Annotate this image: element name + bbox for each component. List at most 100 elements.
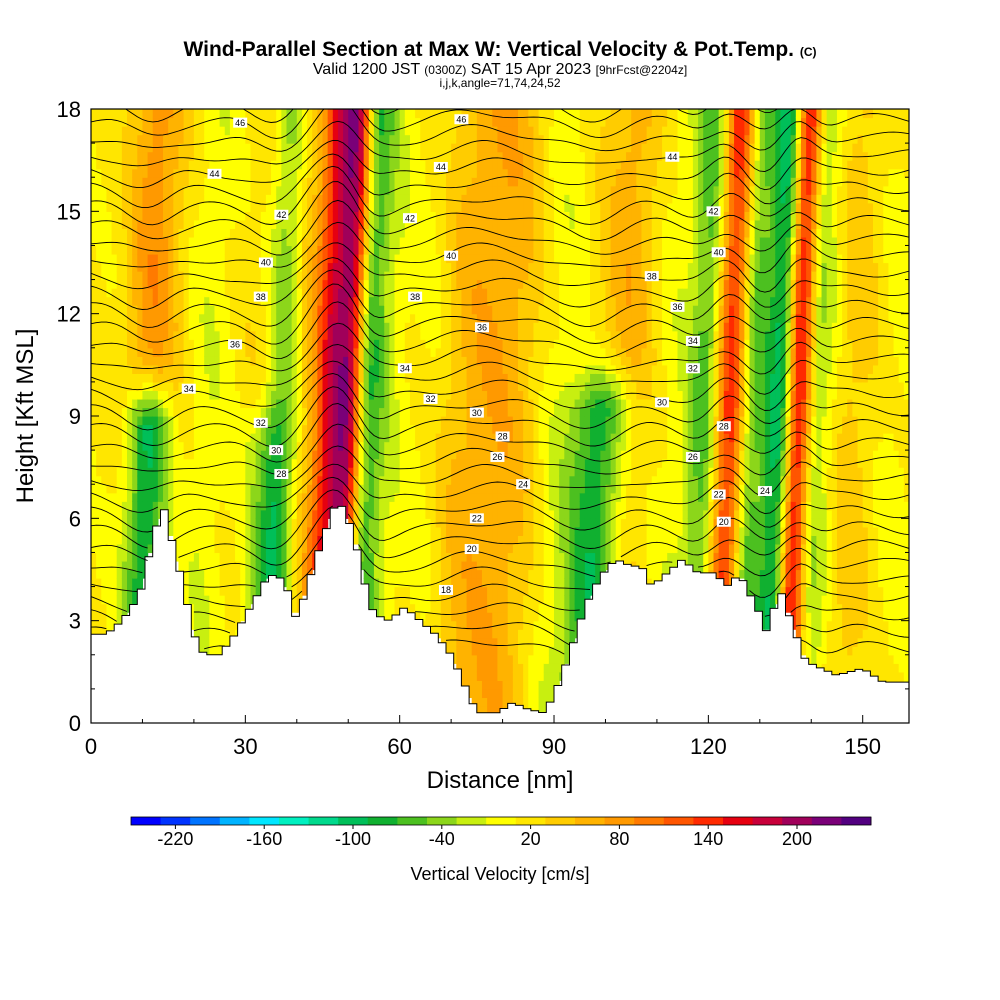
velocity-cell	[188, 313, 195, 323]
velocity-cell	[399, 347, 406, 357]
velocity-cell	[466, 620, 473, 630]
velocity-cell	[271, 484, 277, 494]
velocity-cell	[332, 475, 339, 485]
velocity-cell	[430, 373, 437, 383]
velocity-cell	[101, 126, 108, 136]
velocity-cell	[389, 407, 396, 417]
velocity-cell	[240, 168, 246, 178]
velocity-cell	[276, 228, 282, 238]
velocity-cell	[312, 347, 318, 357]
velocity-cell	[512, 219, 519, 229]
velocity-cell	[127, 305, 133, 315]
velocity-cell	[435, 245, 442, 255]
velocity-cell	[358, 416, 365, 426]
velocity-cell	[147, 262, 154, 272]
velocity-cell	[430, 450, 437, 460]
velocity-cell	[286, 390, 293, 400]
velocity-cell	[461, 467, 468, 477]
velocity-cell	[193, 458, 200, 468]
velocity-cell	[389, 578, 396, 588]
velocity-cell	[116, 416, 123, 426]
velocity-cell	[101, 117, 108, 127]
velocity-cell	[199, 253, 205, 264]
velocity-cell	[147, 373, 154, 383]
velocity-cell	[445, 194, 452, 204]
velocity-cell	[394, 117, 401, 127]
velocity-cell	[451, 501, 457, 511]
velocity-cell	[373, 313, 380, 323]
velocity-cell	[183, 236, 190, 247]
velocity-cell	[337, 228, 344, 238]
velocity-cell	[384, 356, 390, 366]
velocity-cell	[487, 381, 493, 392]
velocity-cell	[219, 484, 226, 494]
velocity-cell	[235, 501, 241, 511]
velocity-cell	[404, 185, 411, 195]
velocity-cell	[291, 168, 298, 178]
velocity-cell	[481, 271, 488, 281]
velocity-cell	[415, 603, 421, 613]
velocity-cell	[147, 236, 154, 247]
velocity-cell	[312, 168, 318, 178]
velocity-cell	[301, 339, 308, 349]
velocity-cell	[229, 143, 236, 153]
velocity-cell	[384, 578, 390, 588]
velocity-cell	[451, 612, 457, 622]
velocity-cell	[430, 501, 437, 511]
velocity-cell	[394, 560, 401, 571]
velocity-cell	[348, 441, 354, 451]
velocity-cell	[461, 646, 468, 656]
velocity-cell	[229, 194, 236, 204]
velocity-cell	[204, 501, 210, 511]
velocity-cell	[91, 202, 97, 212]
velocity-cell	[291, 134, 298, 144]
velocity-cell	[209, 535, 216, 545]
velocity-cell	[466, 416, 473, 426]
velocity-cell	[188, 569, 195, 579]
velocity-cell	[487, 646, 493, 656]
velocity-cell	[178, 322, 185, 332]
velocity-cell	[317, 194, 324, 204]
velocity-cell	[343, 288, 349, 298]
velocity-cell	[229, 134, 236, 144]
velocity-cell	[456, 578, 463, 588]
velocity-cell	[337, 381, 344, 392]
velocity-cell	[512, 646, 519, 656]
velocity-cell	[111, 245, 118, 255]
velocity-cell	[219, 168, 226, 178]
velocity-cell	[245, 603, 252, 613]
velocity-cell	[348, 245, 354, 255]
velocity-cell	[188, 390, 195, 400]
velocity-cell	[106, 492, 113, 502]
velocity-cell	[307, 552, 313, 562]
velocity-cell	[507, 697, 514, 707]
velocity-cell	[235, 441, 241, 451]
velocity-cell	[399, 228, 406, 238]
velocity-cell	[286, 185, 293, 195]
velocity-cell	[142, 535, 149, 545]
velocity-cell	[492, 245, 499, 255]
velocity-cell	[476, 458, 483, 468]
velocity-cell	[255, 313, 262, 323]
velocity-cell	[384, 560, 390, 571]
velocity-cell	[415, 569, 421, 579]
velocity-cell	[101, 271, 108, 281]
velocity-cell	[420, 569, 426, 579]
velocity-cell	[301, 322, 308, 332]
velocity-cell	[471, 339, 478, 349]
velocity-cell	[245, 433, 252, 443]
velocity-cell	[235, 134, 241, 144]
velocity-cell	[456, 646, 463, 656]
velocity-cell	[430, 407, 437, 417]
velocity-cell	[106, 526, 113, 536]
velocity-cell	[420, 219, 426, 229]
velocity-cell	[101, 629, 108, 639]
velocity-cell	[440, 543, 447, 554]
velocity-cell	[461, 416, 468, 426]
velocity-cell	[497, 364, 504, 374]
velocity-cell	[235, 219, 241, 229]
velocity-cell	[291, 288, 298, 298]
velocity-cell	[507, 543, 514, 554]
velocity-cell	[343, 364, 349, 374]
velocity-cell	[466, 560, 473, 571]
